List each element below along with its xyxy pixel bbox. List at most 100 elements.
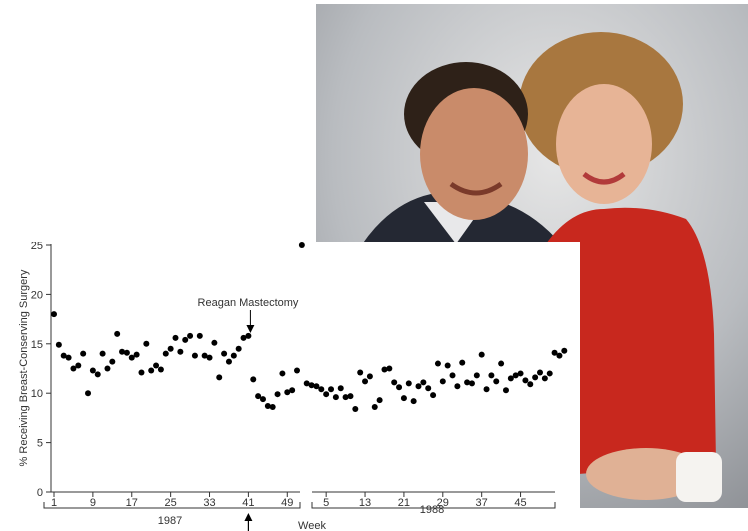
data-point <box>498 360 505 367</box>
data-point <box>527 381 534 388</box>
data-point <box>148 367 155 374</box>
y-tick-label: 10 <box>31 388 43 400</box>
data-point <box>434 360 441 367</box>
data-point <box>196 332 203 339</box>
data-point <box>439 378 446 385</box>
data-point <box>289 387 296 394</box>
data-point <box>303 380 310 387</box>
data-point <box>449 372 456 379</box>
data-point <box>318 386 325 393</box>
data-point <box>201 352 208 359</box>
data-point <box>240 334 247 341</box>
data-point <box>162 350 169 357</box>
data-point <box>211 339 218 346</box>
data-point <box>400 395 407 402</box>
data-point <box>206 354 213 361</box>
data-point <box>259 396 266 403</box>
data-point <box>352 406 359 413</box>
x-axis <box>43 491 556 509</box>
data-point <box>376 397 383 404</box>
data-point <box>507 375 514 382</box>
x-tick-label: 1 <box>51 497 57 509</box>
data-point <box>371 404 378 411</box>
data-point <box>191 352 198 359</box>
data-point <box>85 390 92 397</box>
data-point <box>342 394 349 401</box>
data-point <box>405 380 412 387</box>
data-point <box>478 351 485 358</box>
data-point <box>493 378 500 385</box>
data-point <box>298 242 305 248</box>
data-point <box>396 384 403 391</box>
data-point <box>337 385 344 392</box>
x-tick-label: 25 <box>165 497 177 509</box>
data-point <box>187 332 194 339</box>
data-point <box>75 362 82 369</box>
data-point <box>381 366 388 373</box>
data-point <box>459 359 466 366</box>
data-point <box>245 332 252 339</box>
data-point <box>225 358 232 365</box>
year-bracket-1988 <box>311 502 556 509</box>
data-point <box>546 370 553 377</box>
data-point <box>468 380 475 387</box>
data-point <box>464 379 471 386</box>
x-axis-label: Week <box>298 520 326 531</box>
data-point <box>551 349 558 356</box>
data-point <box>386 365 393 372</box>
year-label-1988: 1988 <box>420 504 444 516</box>
data-point <box>332 394 339 401</box>
x-tick-label: 29 <box>437 497 449 509</box>
x-tick-label: 17 <box>126 497 138 509</box>
data-point <box>182 336 189 343</box>
data-point <box>279 370 286 377</box>
data-point <box>255 393 262 400</box>
data-point <box>114 330 121 337</box>
data-point <box>119 348 126 355</box>
data-point <box>94 371 101 378</box>
data-point <box>109 358 116 365</box>
data-point <box>177 348 184 355</box>
data-point <box>362 378 369 385</box>
y-tick-label: 15 <box>31 339 43 351</box>
data-point <box>391 379 398 386</box>
week-marker-arrow-head <box>244 513 253 521</box>
data-point <box>323 391 330 398</box>
man-smile <box>449 181 503 196</box>
man-face <box>420 88 528 220</box>
y-tick-label: 5 <box>37 438 43 450</box>
reagan-mastectomy-annotation: Reagan Mastectomy <box>198 297 299 309</box>
data-point <box>104 365 111 372</box>
data-point <box>60 352 67 359</box>
data-point <box>274 391 281 398</box>
data-point <box>70 365 77 372</box>
annotation-arrow <box>246 310 255 333</box>
data-point <box>143 340 150 347</box>
x-tick-label: 9 <box>90 497 96 509</box>
week-marker-arrow <box>244 513 253 531</box>
data-point <box>138 369 145 376</box>
data-point <box>128 354 135 361</box>
data-point <box>99 350 106 357</box>
x-tick-label: 21 <box>398 497 410 509</box>
data-point <box>328 386 335 393</box>
chart-background <box>0 242 580 531</box>
white-cuff <box>676 452 722 502</box>
data-point <box>264 403 271 410</box>
data-point <box>420 379 427 386</box>
x-tick-label: 37 <box>476 497 488 509</box>
data-point <box>80 350 87 357</box>
data-point <box>366 373 373 380</box>
data-point <box>357 369 364 376</box>
data-point <box>133 351 140 358</box>
x-tick-label: 13 <box>359 497 371 509</box>
data-point <box>157 366 164 373</box>
y-axis-label: % Receiving Breast-Conserving Surgery <box>18 269 30 466</box>
x-tick-label: 41 <box>242 497 254 509</box>
year-label-1987: 1987 <box>158 515 182 527</box>
x-tick-label: 45 <box>514 497 526 509</box>
data-point <box>65 354 72 361</box>
data-point <box>541 375 548 382</box>
breast-conserving-surgery-chart: % Receiving Breast-Conserving Surgery 0 5… <box>0 242 580 531</box>
data-point <box>415 383 422 390</box>
